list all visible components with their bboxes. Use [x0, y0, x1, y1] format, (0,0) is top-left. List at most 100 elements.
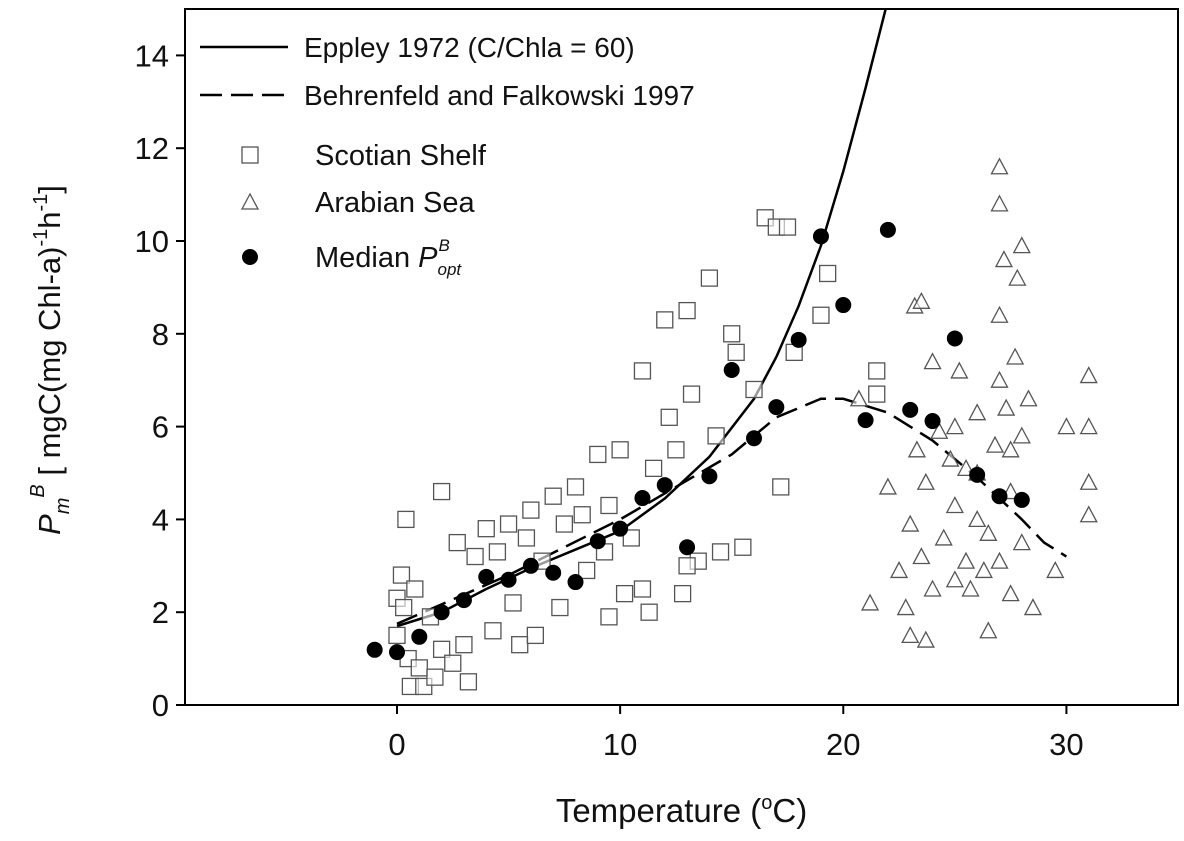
x-tick-label: 0	[388, 727, 405, 762]
triangle-marker	[994, 250, 1014, 268]
triangle-marker	[896, 598, 915, 616]
legend-marker	[240, 192, 260, 210]
square-marker	[484, 622, 502, 640]
square-marker	[466, 547, 484, 566]
triangle-marker	[1079, 417, 1098, 435]
circle-marker	[679, 539, 696, 556]
circle-marker	[545, 564, 562, 581]
square-marker	[644, 459, 663, 478]
square-marker	[678, 301, 696, 320]
triangle-marker	[860, 593, 880, 611]
legend-label: Arabian Sea	[315, 187, 475, 219]
y-label-part: [ mgC(mg Chl-a)	[32, 247, 67, 485]
square-marker	[600, 496, 618, 515]
triangle-marker	[1046, 561, 1065, 579]
square-marker	[633, 362, 652, 380]
square-marker	[395, 598, 413, 617]
square-marker	[640, 603, 658, 621]
square-marker	[504, 594, 522, 612]
y-tick-label: 14	[135, 38, 169, 73]
circle-marker	[746, 430, 763, 447]
square-marker	[544, 487, 562, 505]
legend-label: Behrenfeld and Falkowski 1997	[304, 80, 695, 111]
square-marker	[388, 626, 406, 645]
square-marker	[745, 380, 763, 399]
square-marker	[432, 640, 451, 658]
square-marker	[778, 218, 797, 236]
triangle-marker	[849, 389, 868, 407]
x-tick-label: 30	[1049, 727, 1083, 762]
square-marker	[526, 626, 544, 645]
square-marker	[868, 385, 886, 403]
y-label-sub: m	[52, 498, 74, 515]
circle-marker	[902, 401, 919, 418]
y-label-part: ]	[32, 185, 67, 194]
circle-marker	[946, 330, 963, 347]
circle-marker	[969, 466, 986, 483]
circle-marker	[835, 297, 852, 314]
circle-marker	[656, 477, 673, 494]
triangle-marker	[990, 157, 1009, 175]
square-marker	[511, 636, 529, 654]
x-label-sup: o	[761, 792, 772, 814]
triangle-marker	[985, 435, 1005, 453]
y-tick-label: 0	[152, 688, 169, 723]
legend-label: Scotian Shelf	[315, 140, 487, 172]
square-marker	[600, 608, 618, 626]
square-marker	[522, 501, 540, 519]
square-marker	[673, 584, 692, 603]
triangle-marker	[912, 291, 931, 309]
y-axis-label: PmB [ mgC(mg Chl-a)-1h-1]	[27, 185, 74, 535]
square-marker	[410, 659, 428, 677]
circle-marker	[768, 399, 785, 416]
circle-marker	[388, 644, 405, 661]
legend-name: Scotian Shelf	[315, 140, 487, 172]
triangle-marker	[901, 514, 920, 532]
circle-marker	[433, 604, 450, 621]
circle-marker	[879, 221, 896, 238]
triangle-marker	[950, 361, 969, 379]
x-label-part: Temperature (	[556, 792, 761, 829]
plot-frame	[184, 8, 1179, 706]
triangle-marker	[945, 417, 964, 435]
triangle-marker	[912, 547, 931, 565]
triangle-marker	[1008, 268, 1027, 286]
x-label-part: C)	[772, 792, 807, 829]
square-marker	[812, 306, 830, 324]
square-marker	[426, 668, 444, 686]
square-marker	[432, 482, 451, 501]
curve	[396, 397, 1068, 625]
square-marker	[406, 580, 424, 598]
triangle-marker	[997, 398, 1016, 416]
square-marker	[444, 654, 462, 672]
triangle-marker	[979, 523, 998, 541]
triangle-marker	[889, 561, 909, 579]
triangle-marker	[956, 551, 976, 569]
circle-marker	[701, 468, 718, 485]
triangle-marker	[1012, 533, 1031, 551]
square-marker	[555, 515, 573, 533]
y-tick-label: 2	[152, 595, 169, 630]
square-marker	[633, 580, 652, 598]
legend-symbol: P	[418, 242, 438, 274]
square-marker	[723, 325, 741, 343]
x-tick-label: 20	[826, 727, 860, 762]
triangle-marker	[934, 528, 953, 546]
circle-marker	[478, 568, 495, 585]
triangle-marker	[1019, 389, 1038, 407]
square-marker	[868, 362, 886, 380]
square-marker	[656, 311, 674, 329]
y-label-sup: -1	[30, 194, 52, 212]
circle-marker	[589, 533, 606, 550]
x-axis-label: Temperature (oC)	[556, 792, 807, 829]
triangle-marker	[1012, 426, 1031, 444]
legend-name: Median	[315, 242, 418, 274]
square-marker	[615, 584, 634, 603]
legend-label: Eppley 1972 (C/Chla = 60)	[304, 32, 635, 63]
circle-marker	[522, 557, 539, 574]
y-label-symbol: P	[32, 514, 67, 535]
triangle-marker	[923, 352, 942, 370]
circle-marker	[812, 228, 829, 245]
circle-marker	[634, 490, 651, 507]
triangle-marker	[923, 579, 942, 597]
